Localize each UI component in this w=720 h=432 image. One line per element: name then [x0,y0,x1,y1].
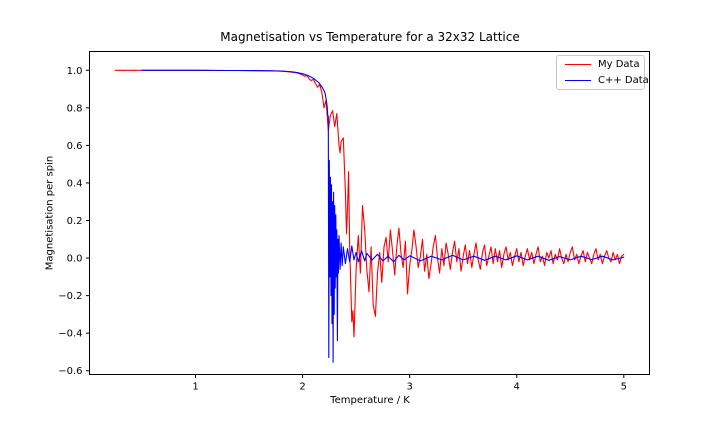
y-axis-label: Magnetisation per spin [44,155,56,271]
y-tick-label: 1.0 [67,66,83,77]
chart-title: Magnetisation vs Temperature for a 32x32… [220,30,520,44]
cpp-data-line-swatch [565,80,591,81]
y-tick-label: −0.6 [58,366,82,377]
y-tick-label: 0.8 [67,103,83,114]
y-tick-label: 0.2 [67,216,83,227]
x-tick-label: 1 [192,382,198,393]
y-tick-label: 0.6 [67,141,83,152]
series-my-data-line [114,69,625,338]
y-axis-ticks: 1.0 0.8 0.6 0.4 0.2 0.0 −0.2 −0.4 −0.6 [58,66,90,377]
legend-box: My Data C++ Data [556,55,649,90]
x-tick-label: 5 [621,382,627,393]
y-tick-label: 0.4 [67,178,83,189]
x-axis-ticks: 1 2 3 4 5 [192,374,627,393]
x-tick-label: 3 [406,382,412,393]
series-cpp-data-line [141,69,625,363]
x-tick-label: 2 [299,382,305,393]
plot-border [89,51,650,375]
legend-label-my-data: My Data [598,58,640,70]
x-tick-label: 4 [514,382,520,393]
legend-entry-cpp-data: C++ Data [565,75,649,87]
legend-label-cpp-data: C++ Data [598,74,649,86]
y-tick-label: −0.4 [58,329,82,340]
y-tick-label: −0.2 [58,291,82,302]
legend-entry-my-data: My Data [565,58,640,71]
my-data-line-swatch [565,64,591,65]
y-tick-label: 0.0 [67,254,83,265]
x-axis-label: Temperature / K [330,395,410,406]
